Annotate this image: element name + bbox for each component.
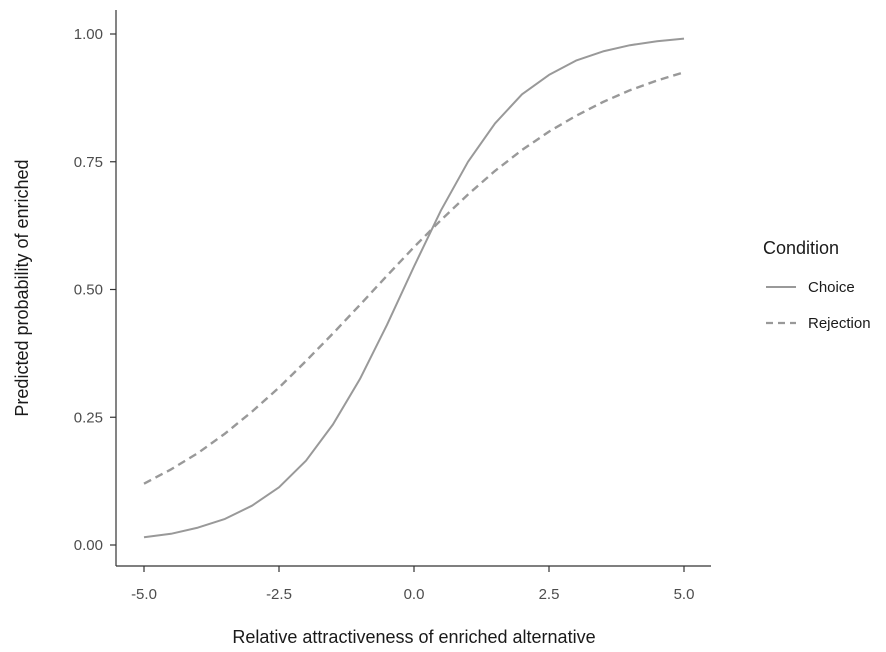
- y-tick-label: 0.75: [74, 154, 103, 171]
- y-axis-title: Predicted probability of enriched: [12, 159, 32, 416]
- x-tick-label: 0.0: [404, 586, 425, 603]
- series-line-rejection: [143, 71, 685, 485]
- x-ticks: -5.0 -2.5 0.0 2.5 5.0: [131, 566, 694, 603]
- y-tick-label: 0.25: [74, 409, 103, 426]
- x-tick-label: -2.5: [266, 586, 292, 603]
- series-line-choice: [143, 37, 685, 539]
- x-tick-label: 5.0: [674, 586, 695, 603]
- x-tick-label: -5.0: [131, 586, 157, 603]
- legend-label-rejection: Rejection: [808, 315, 871, 332]
- series-lines: [143, 37, 685, 539]
- x-axis-title: Relative attractiveness of enriched alte…: [232, 627, 595, 647]
- legend-label-choice: Choice: [808, 279, 855, 296]
- legend-title: Condition: [763, 238, 839, 258]
- y-tick-label: 1.00: [74, 26, 103, 43]
- y-tick-label: 0.00: [74, 537, 103, 554]
- y-tick-label: 0.50: [74, 282, 103, 299]
- y-ticks: 0.00 0.25 0.50 0.75 1.00: [74, 26, 116, 554]
- x-tick-label: 2.5: [539, 586, 560, 603]
- legend: Condition Choice Rejection: [763, 238, 871, 332]
